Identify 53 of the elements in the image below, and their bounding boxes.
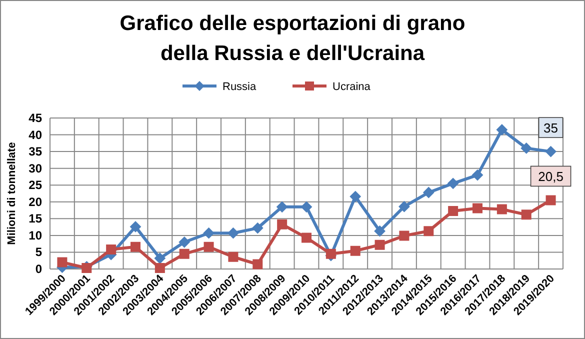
point xyxy=(228,228,239,239)
legend-label: Ucraina xyxy=(332,81,372,93)
point xyxy=(350,246,360,256)
point xyxy=(302,232,312,243)
y-tick-label: 30 xyxy=(28,161,42,176)
chart-title: Grafico delle esportazioni di grano della Russia e dell'Ucraina xyxy=(120,12,466,65)
point xyxy=(228,252,238,262)
y-tick-label: 10 xyxy=(28,228,42,242)
point xyxy=(496,204,507,214)
point xyxy=(350,191,361,202)
point xyxy=(277,219,288,230)
point xyxy=(496,124,508,136)
y-tick-label: 25 xyxy=(28,178,42,192)
point xyxy=(546,195,556,206)
point xyxy=(423,186,434,198)
y-tick-label: 40 xyxy=(28,128,42,142)
point xyxy=(130,242,140,252)
point xyxy=(374,226,386,237)
point xyxy=(448,206,458,216)
point xyxy=(398,201,410,212)
point xyxy=(521,210,532,220)
point xyxy=(472,170,483,181)
y-tick-label: 5 xyxy=(35,245,42,260)
point xyxy=(520,142,532,154)
point xyxy=(252,222,264,234)
point xyxy=(545,146,556,158)
data-label: 35 xyxy=(544,120,558,136)
y-tick-label: 0 xyxy=(35,262,42,276)
point xyxy=(326,248,336,259)
point xyxy=(472,203,482,214)
y-axis-title: Milioni di tonnellate xyxy=(6,142,18,245)
point xyxy=(399,230,410,241)
point xyxy=(448,178,459,189)
point xyxy=(301,201,312,212)
point xyxy=(276,201,288,212)
y-tick-label: 20 xyxy=(28,194,42,209)
y-tick-label: 45 xyxy=(28,111,42,125)
y-tick-label: 35 xyxy=(28,144,42,159)
legend-label: Russia xyxy=(222,81,258,93)
point xyxy=(179,248,190,259)
point xyxy=(154,252,166,264)
point xyxy=(374,240,385,250)
point xyxy=(252,259,263,270)
point xyxy=(57,257,68,268)
point xyxy=(424,226,434,236)
y-tick-label: 15 xyxy=(28,212,42,226)
point xyxy=(130,221,141,232)
point xyxy=(203,228,214,239)
point xyxy=(204,242,214,252)
point xyxy=(106,244,116,255)
point xyxy=(154,262,165,273)
data-label: 20,5 xyxy=(538,169,564,184)
point xyxy=(178,236,190,248)
